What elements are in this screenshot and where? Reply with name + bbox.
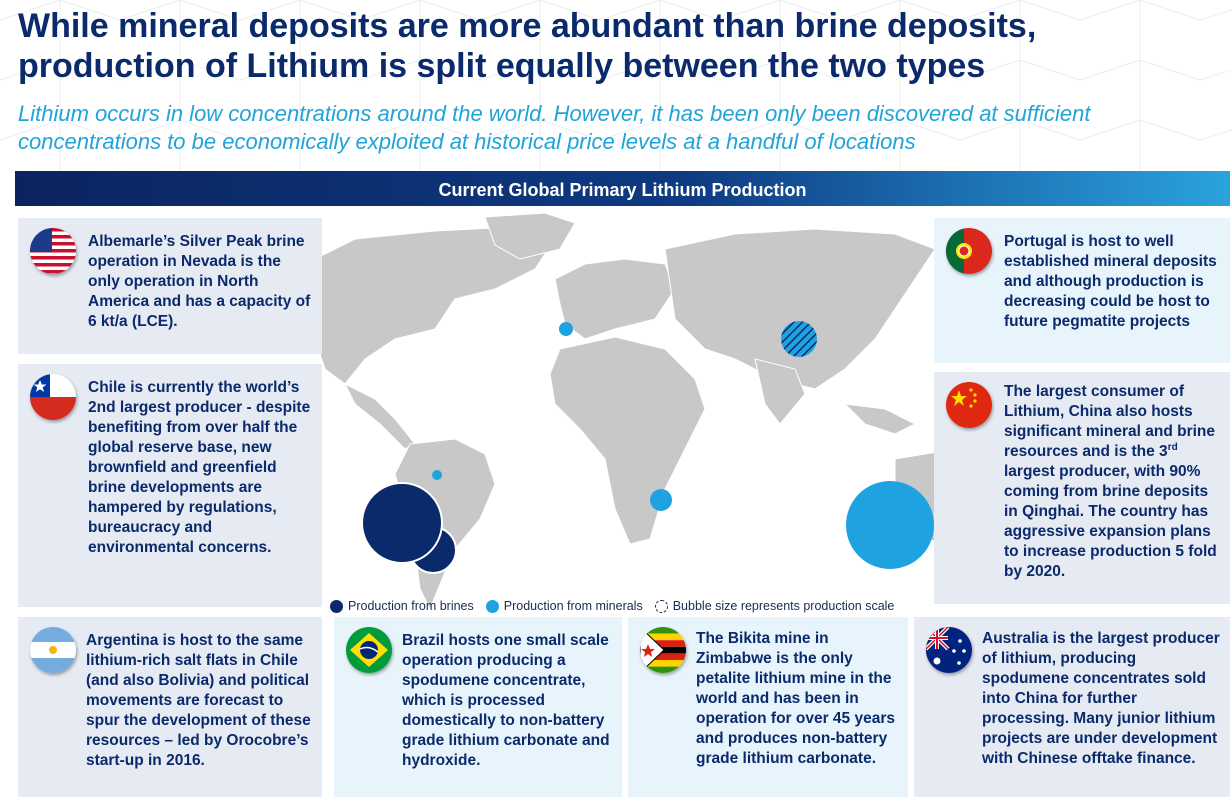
argentina-flag-icon <box>30 627 76 673</box>
brazil-flag-icon <box>346 627 392 673</box>
panel-portugal-text: Portugal is host to well established min… <box>1004 233 1217 330</box>
panel-brazil-text: Brazil hosts one small scale operation p… <box>402 632 610 769</box>
bubble-portugal <box>559 322 573 336</box>
panel-portugal: Portugal is host to well established min… <box>934 218 1230 363</box>
asia-land <box>664 228 936 390</box>
panel-zimbabwe: The Bikita mine in Zimbabwe is the only … <box>628 617 908 797</box>
panel-australia-text: Australia is the largest producer of lit… <box>982 630 1220 767</box>
portugal-flag-icon <box>946 228 992 274</box>
legend-minerals-label: Production from minerals <box>503 599 643 613</box>
panel-china-text: The largest consumer of Lithium, China a… <box>1004 382 1222 582</box>
panel-argentina-text: Argentina is host to the same lithium-ri… <box>86 632 311 769</box>
legend-minerals-dot <box>485 599 499 613</box>
bubble-chile <box>361 482 443 564</box>
legend-brines-label: Production from brines <box>348 599 474 613</box>
panel-australia: Australia is the largest producer of lit… <box>914 617 1230 797</box>
china-flag-icon <box>946 382 992 428</box>
bubble-brazil <box>432 470 442 480</box>
panel-brazil: Brazil hosts one small scale operation p… <box>334 617 622 797</box>
legend-minerals: Production from minerals <box>485 599 643 613</box>
zimbabwe-flag-icon <box>640 627 686 673</box>
bubble-zimbabwe <box>650 489 672 511</box>
central-america-land <box>343 382 416 450</box>
panel-china-sup: rd <box>1167 441 1178 453</box>
panel-usa: Albemarle’s Silver Peak brine operation … <box>18 218 322 354</box>
europe-land <box>554 258 676 340</box>
section-banner: Current Global Primary Lithium Productio… <box>15 171 1230 209</box>
legend-scale: Bubble size represents production scale <box>654 599 895 613</box>
panel-argentina: Argentina is host to the same lithium-ri… <box>18 617 322 797</box>
legend-brines: Production from brines <box>330 599 474 613</box>
legend-scale-dot <box>654 599 668 613</box>
north-america-land <box>304 226 556 385</box>
panel-usa-text: Albemarle’s Silver Peak brine operation … <box>88 233 311 330</box>
chile-flag-icon <box>30 374 76 420</box>
panel-zimbabwe-text: The Bikita mine in Zimbabwe is the only … <box>696 630 895 767</box>
panel-china-text-2: largest producer, with 90% coming from b… <box>1004 463 1217 580</box>
panel-china-text-1: The largest consumer of Lithium, China a… <box>1004 383 1216 460</box>
bubble-australia <box>846 481 934 569</box>
legend-brines-dot <box>330 599 343 613</box>
australia-flag-icon <box>926 627 972 673</box>
greenland-land <box>484 212 576 260</box>
background-pattern <box>0 0 1232 170</box>
panel-chile: Chile is currently the world’s 2nd large… <box>18 364 322 607</box>
india-land <box>754 358 806 425</box>
bubble-china <box>781 321 817 357</box>
page-subtitle: Lithium occurs in low concentrations aro… <box>18 101 1091 154</box>
map-legend: Production from brines Production from m… <box>330 597 930 615</box>
se-asia-land <box>843 403 917 435</box>
africa-land <box>549 336 706 545</box>
legend-scale-label: Bubble size represents production scale <box>672 599 895 613</box>
panel-china: The largest consumer of Lithium, China a… <box>934 372 1230 604</box>
page-title: While mineral deposits are more abundant… <box>18 7 1037 85</box>
panel-chile-text: Chile is currently the world’s 2nd large… <box>88 379 311 556</box>
usa-flag-icon <box>30 228 76 274</box>
